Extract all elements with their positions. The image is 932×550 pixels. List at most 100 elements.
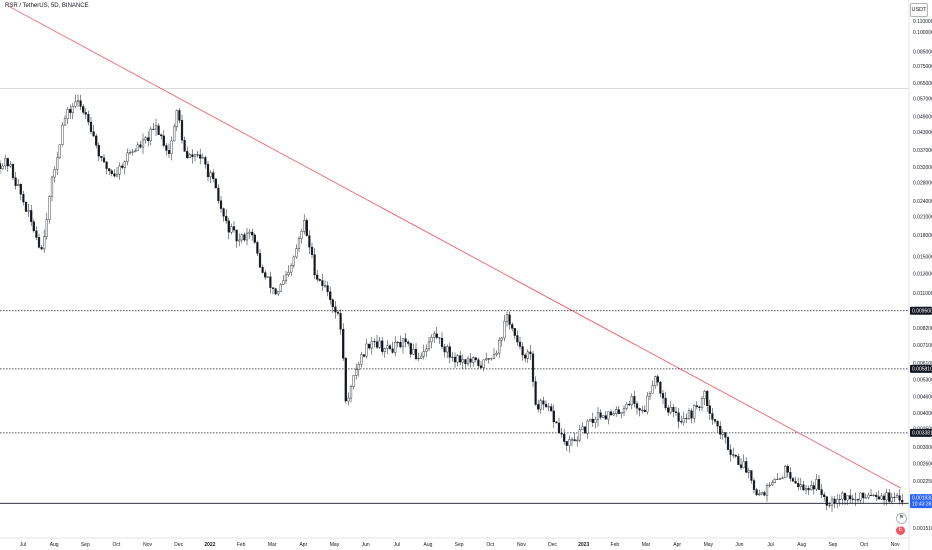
- candle-body: [524, 354, 527, 359]
- candle-body: [604, 415, 607, 420]
- candle-body: [323, 285, 327, 287]
- y-tick-label: 0.085000: [913, 49, 932, 55]
- candle-body: [126, 152, 129, 162]
- candle-body: [719, 425, 722, 435]
- candle-body: [789, 472, 792, 479]
- candle-body: [547, 406, 550, 408]
- candle-body: [807, 488, 810, 491]
- candle-body: [188, 154, 191, 158]
- candle-body: [690, 410, 693, 419]
- candle-body: [479, 365, 483, 368]
- y-tick-label: 0.049000: [913, 115, 932, 121]
- candle-body: [513, 328, 516, 336]
- candle-body: [680, 421, 683, 423]
- candle-body: [643, 409, 646, 413]
- candle-body: [35, 230, 38, 238]
- candle-body: [773, 479, 776, 483]
- candle-body: [763, 492, 766, 496]
- currency-badge[interactable]: USDT: [910, 3, 928, 17]
- candle-body: [331, 299, 334, 308]
- candle-body: [765, 485, 769, 496]
- candle-body: [245, 232, 249, 241]
- price-axis[interactable]: 0.110000 0.100000 0.085000 0.075000 0.065000…: [908, 0, 932, 550]
- candle-body: [37, 237, 41, 248]
- candle-body: [534, 381, 537, 405]
- candle-body: [617, 409, 620, 414]
- last-price-label: [910, 494, 932, 509]
- candle-body: [339, 313, 342, 330]
- x-tick-label: Nov: [143, 542, 152, 548]
- candle-body: [362, 354, 366, 357]
- candle-body: [758, 493, 761, 496]
- candle-body: [791, 478, 795, 482]
- candle-body: [836, 499, 839, 504]
- candle-body: [794, 481, 797, 484]
- candle-body: [303, 220, 306, 232]
- x-tick-label: Sep: [828, 542, 837, 548]
- candle-body: [440, 337, 444, 347]
- candle-body: [804, 488, 808, 491]
- candle-body: [191, 154, 194, 157]
- candle-body: [828, 504, 831, 506]
- flag-icon[interactable]: ⚑: [896, 513, 907, 524]
- candle-body: [349, 386, 353, 399]
- candle-body: [537, 404, 540, 410]
- candle-body: [885, 492, 888, 501]
- candle-body: [784, 466, 787, 479]
- candle-body: [778, 477, 782, 480]
- candle-body: [102, 157, 106, 163]
- candle-body: [300, 231, 303, 239]
- candle-body: [862, 492, 865, 499]
- candle-body: [544, 403, 548, 408]
- candle-body: [48, 196, 51, 220]
- candle-body: [888, 492, 891, 502]
- y-tick-label: 0.100000: [913, 30, 932, 36]
- candle-body: [144, 137, 147, 141]
- candle-body: [812, 485, 815, 490]
- candle-body: [833, 498, 836, 504]
- candle-body: [235, 229, 238, 242]
- y-tick-label: 0.021000: [913, 215, 932, 221]
- candle-body: [469, 358, 472, 363]
- candle-body: [261, 266, 264, 273]
- candle-body: [430, 337, 433, 343]
- candle-body: [352, 375, 355, 387]
- candle-body: [508, 314, 511, 325]
- candle-body: [9, 164, 12, 167]
- candle-body: [797, 483, 800, 487]
- candle-body: [750, 470, 753, 481]
- candle-body: [370, 341, 373, 349]
- candle-body: [214, 178, 217, 189]
- candle-body: [121, 165, 124, 168]
- candle-body: [27, 210, 30, 212]
- y-tick-label: 0.004600: [913, 394, 932, 400]
- candle-body: [539, 400, 542, 410]
- candle-body: [89, 121, 93, 132]
- candle-body: [526, 351, 529, 359]
- y-tick-label: 0.018000: [913, 233, 932, 239]
- candle-body: [799, 484, 802, 487]
- candle-body: [17, 184, 20, 186]
- candle-body: [113, 173, 116, 177]
- candle-body: [365, 343, 368, 357]
- candle-body: [256, 242, 259, 254]
- candle-body: [43, 236, 46, 250]
- time-axis[interactable]: Jul Aug Sep Oct Nov Dec 2022 Feb Mar Apr May Jun Jul…: [0, 537, 909, 548]
- candle-body: [635, 403, 639, 409]
- candle-body: [563, 433, 566, 442]
- x-tick-label: Dec: [548, 542, 557, 548]
- candle-body: [453, 356, 457, 363]
- candle-body: [802, 484, 805, 491]
- candle-body: [222, 208, 225, 217]
- candle-body: [167, 150, 171, 154]
- candle-body: [71, 106, 74, 113]
- candle-body: [825, 496, 828, 506]
- x-tick-label: Oct: [113, 542, 121, 548]
- candle-body: [521, 346, 524, 356]
- candle-body: [708, 405, 711, 414]
- candle-body: [495, 352, 498, 355]
- earnings-icon[interactable]: E: [896, 526, 905, 535]
- candle-body: [576, 439, 579, 442]
- candle-body: [165, 145, 168, 151]
